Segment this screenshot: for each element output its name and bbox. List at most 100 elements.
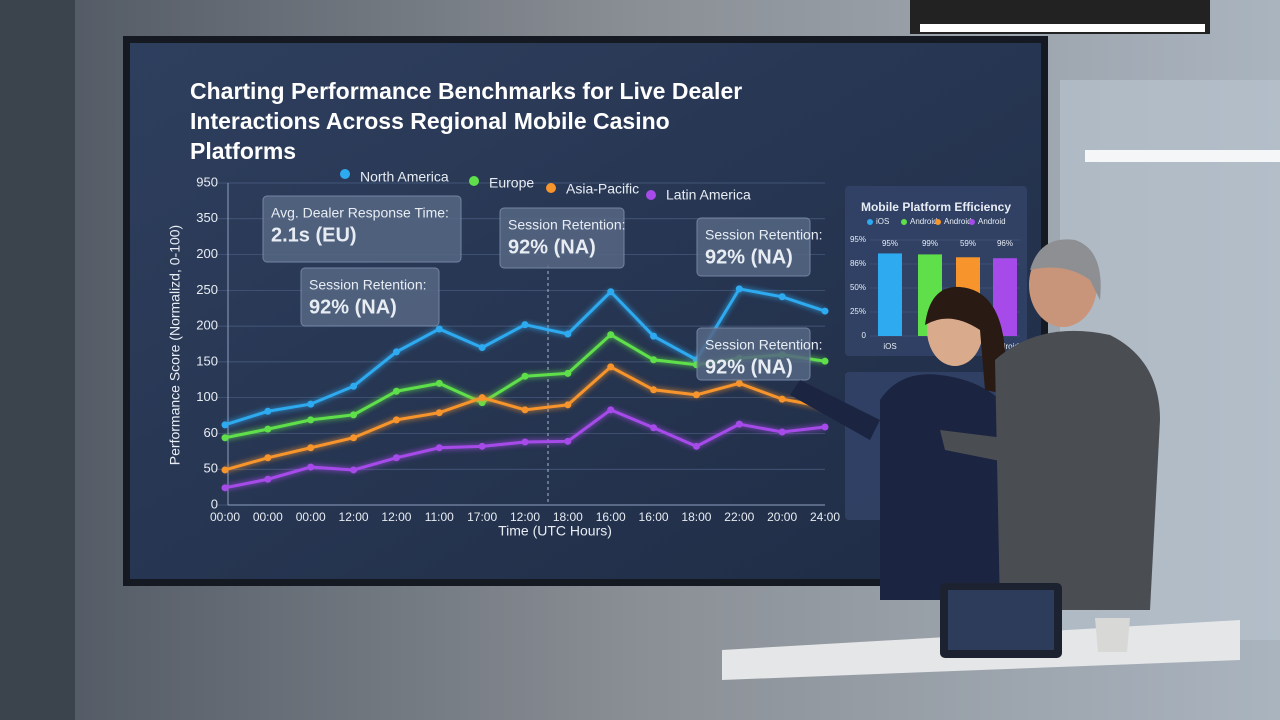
legend-label: iOS <box>876 217 889 226</box>
annotation-text: 92% (NA) <box>508 236 596 258</box>
glass-left <box>0 0 75 720</box>
legend-marker <box>901 219 907 225</box>
x-tick-label: 17:00 <box>467 510 497 524</box>
x-tick-label: 16:00 <box>639 510 669 524</box>
annotation-text: 92% (NA) <box>309 296 397 318</box>
data-point <box>392 387 400 395</box>
legend-label: Android <box>944 217 972 226</box>
x-tick-label: 20:00 <box>767 510 797 524</box>
chart-title: Charting Performance Benchmarks for Live… <box>190 78 743 164</box>
y-tick-label: 0 <box>862 331 867 340</box>
data-point <box>307 444 315 452</box>
data-point <box>521 372 529 380</box>
data-point <box>350 434 358 442</box>
annotation-label: Session Retention: <box>705 227 823 243</box>
data-point <box>221 484 229 492</box>
legend-label: Asia-Pacific <box>566 181 639 197</box>
y-tick-label: 950 <box>196 174 218 189</box>
y-tick-label: 50% <box>850 283 866 292</box>
data-point <box>692 442 700 450</box>
data-point <box>221 421 229 429</box>
x-axis-label: Time (UTC Hours) <box>498 523 612 539</box>
bar-text: 59% <box>960 239 976 248</box>
annotation-text: 92% (NA) <box>705 246 793 268</box>
data-point <box>392 348 400 356</box>
data-point <box>650 424 658 432</box>
y-tick-label: 86% <box>850 259 866 268</box>
y-tick-label: 350 <box>196 210 218 225</box>
data-point <box>350 466 358 474</box>
legend-label: Android <box>910 217 938 226</box>
annotation-box <box>696 217 811 277</box>
tablet-screen <box>948 590 1054 650</box>
annotation-label: Session Retention: <box>309 277 427 293</box>
data-point <box>435 444 443 452</box>
legend-marker <box>969 219 975 225</box>
legend-label: North America <box>360 169 449 185</box>
y-tick-label: 150 <box>196 353 218 368</box>
data-point <box>564 401 572 409</box>
y-tick-label: 100 <box>196 389 218 404</box>
person-woman-hair <box>925 286 1010 395</box>
data-point <box>478 442 486 450</box>
annotation-text: 92% (NA) <box>705 356 793 378</box>
legend-marker <box>469 176 479 186</box>
data-point <box>735 420 743 428</box>
data-point <box>264 425 272 433</box>
data-point <box>735 285 743 293</box>
annotation-box <box>499 207 625 269</box>
data-point <box>478 344 486 352</box>
x-tick-label: 00:00 <box>210 510 240 524</box>
data-point <box>521 406 529 414</box>
data-point <box>435 325 443 333</box>
data-point <box>778 428 786 436</box>
annotation-label: Avg. Dealer Response Time: <box>271 205 449 221</box>
data-point <box>735 379 743 387</box>
y-tick-label: 25% <box>850 307 866 316</box>
x-tick-label: 12:00 <box>339 510 369 524</box>
legend-label: Europe <box>489 175 534 191</box>
x-tick-label: Android <box>991 342 1019 351</box>
x-tick-label: iOS <box>883 342 896 351</box>
data-point <box>778 293 786 301</box>
data-point <box>307 400 315 408</box>
data-point <box>221 466 229 474</box>
data-point <box>564 437 572 445</box>
data-point <box>435 409 443 417</box>
data-point <box>521 438 529 446</box>
y-tick-label: 95% <box>850 235 866 244</box>
bar-text: 99% <box>922 239 938 248</box>
data-point <box>564 330 572 338</box>
data-point <box>778 395 786 403</box>
data-point <box>264 407 272 415</box>
y-tick-label: 0 <box>211 496 218 511</box>
data-point <box>264 454 272 462</box>
data-point <box>392 416 400 424</box>
x-tick-label: 24:00 <box>810 510 840 524</box>
x-tick-label: 16:00 <box>596 510 626 524</box>
data-point <box>650 332 658 340</box>
y-tick-label: 200 <box>196 246 218 261</box>
person-man-hair <box>1030 239 1101 300</box>
data-point <box>564 369 572 377</box>
x-tick-label: 18:00 <box>553 510 583 524</box>
y-tick-label: 200 <box>196 318 218 333</box>
data-point <box>478 394 486 402</box>
person-woman <box>880 374 1015 600</box>
data-point <box>307 416 315 424</box>
y-tick-label: 60 <box>204 425 218 440</box>
data-point <box>692 391 700 399</box>
data-point <box>435 379 443 387</box>
y-axis-label: Performance Score (Normalizd, 0-100) <box>167 225 183 465</box>
mug <box>1095 618 1130 652</box>
legend-marker <box>867 219 873 225</box>
x-tick-label: 12:00 <box>510 510 540 524</box>
legend-marker <box>935 219 941 225</box>
data-point <box>264 475 272 483</box>
legend-label: Android <box>978 217 1006 226</box>
data-point <box>607 363 615 371</box>
x-tick-label: 18:00 <box>681 510 711 524</box>
bar-chart-title: Mobile Platform Efficiency <box>861 200 1011 214</box>
light-strip <box>1085 150 1280 162</box>
